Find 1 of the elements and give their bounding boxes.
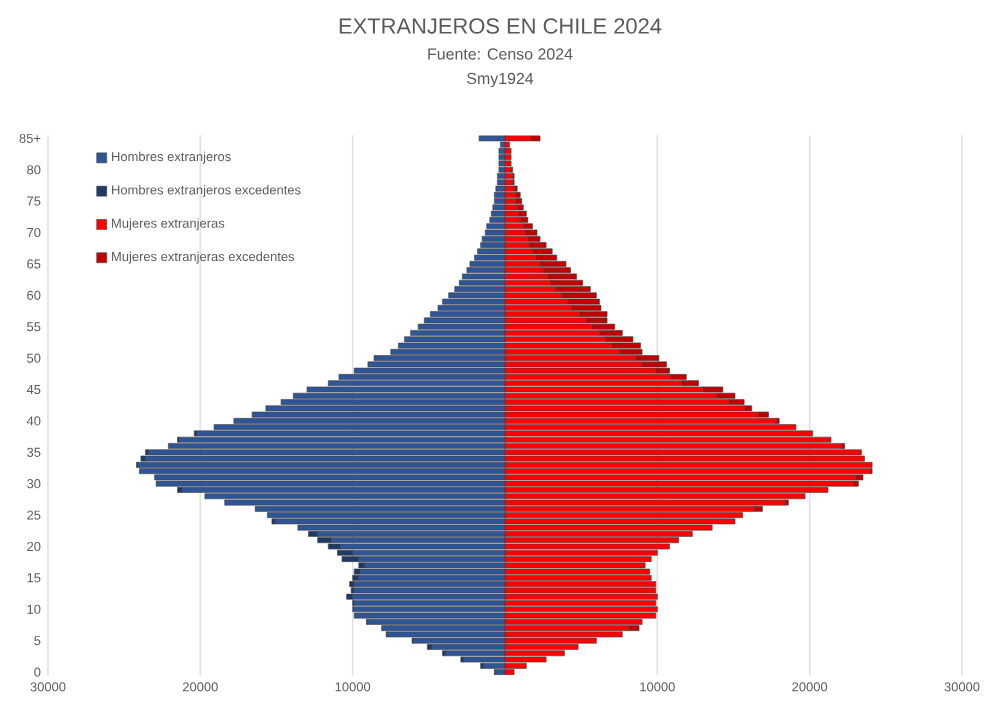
chart-title: EXTRANJEROS EN CHILE 2024	[339, 18, 662, 34]
